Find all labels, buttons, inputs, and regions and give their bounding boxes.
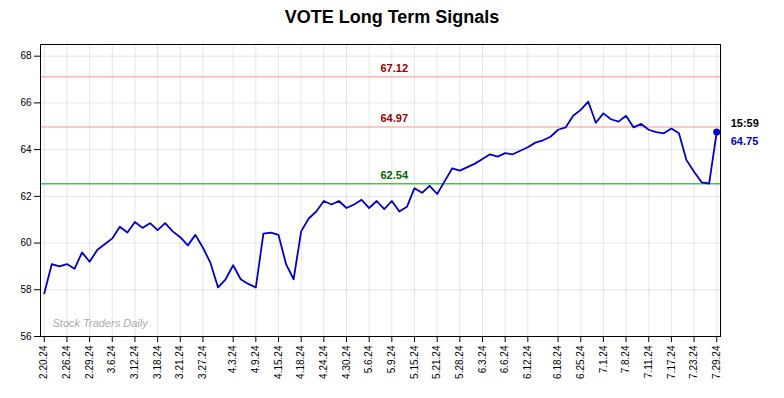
svg-text:60: 60 bbox=[20, 237, 32, 248]
svg-text:4.18.24: 4.18.24 bbox=[295, 345, 306, 379]
svg-text:Stock Traders Daily: Stock Traders Daily bbox=[53, 317, 150, 329]
svg-text:7.11.24: 7.11.24 bbox=[643, 345, 654, 378]
svg-text:64: 64 bbox=[20, 144, 32, 155]
svg-text:4.15.24: 4.15.24 bbox=[273, 345, 284, 379]
svg-text:5.28.24: 5.28.24 bbox=[454, 345, 465, 379]
html-text:VOTE Long Term Signals: VOTE Long Term Signals bbox=[284, 7, 500, 27]
svg-text:7.17.24: 7.17.24 bbox=[666, 345, 677, 379]
svg-text:66: 66 bbox=[20, 97, 32, 108]
svg-text:2.20.24: 2.20.24 bbox=[38, 345, 49, 379]
svg-text:62: 62 bbox=[20, 191, 32, 202]
svg-text:58: 58 bbox=[20, 284, 32, 295]
svg-text:5.9.24: 5.9.24 bbox=[386, 345, 397, 373]
svg-text:3.6.24: 3.6.24 bbox=[106, 345, 117, 373]
svg-text:6.25.24: 6.25.24 bbox=[575, 345, 586, 379]
svg-text:5.15.24: 5.15.24 bbox=[409, 345, 420, 379]
svg-text:3.21.24: 3.21.24 bbox=[174, 345, 185, 379]
svg-text:2.26.24: 2.26.24 bbox=[61, 345, 72, 379]
svg-text:7.29.24: 7.29.24 bbox=[711, 345, 722, 379]
svg-text:3.27.24: 3.27.24 bbox=[197, 345, 208, 379]
svg-text:7.8.24: 7.8.24 bbox=[620, 345, 631, 373]
svg-text:4.24.24: 4.24.24 bbox=[318, 345, 329, 379]
svg-text:3.18.24: 3.18.24 bbox=[152, 345, 163, 379]
svg-text:4.30.24: 4.30.24 bbox=[341, 345, 352, 379]
svg-text:6.18.24: 6.18.24 bbox=[552, 345, 563, 379]
svg-text:3.12.24: 3.12.24 bbox=[129, 345, 140, 379]
svg-text:64.75: 64.75 bbox=[731, 135, 759, 147]
svg-text:6.6.24: 6.6.24 bbox=[499, 345, 510, 373]
svg-text:68: 68 bbox=[20, 50, 32, 61]
svg-text:5.6.24: 5.6.24 bbox=[363, 345, 374, 373]
svg-text:4.9.24: 4.9.24 bbox=[250, 345, 261, 373]
svg-text:15:59: 15:59 bbox=[731, 117, 759, 129]
svg-text:2.29.24: 2.29.24 bbox=[84, 345, 95, 379]
svg-text:6.12.24: 6.12.24 bbox=[522, 345, 533, 379]
svg-text:5.21.24: 5.21.24 bbox=[431, 345, 442, 379]
svg-text:7.1.24: 7.1.24 bbox=[598, 345, 609, 373]
svg-text:7.23.24: 7.23.24 bbox=[688, 345, 699, 379]
svg-text:56: 56 bbox=[20, 331, 32, 342]
svg-text:62.54: 62.54 bbox=[381, 169, 409, 181]
svg-text:67.12: 67.12 bbox=[381, 62, 409, 74]
svg-text:64.97: 64.97 bbox=[381, 112, 409, 124]
svg-text:6.3.24: 6.3.24 bbox=[477, 345, 488, 373]
svg-text:4.3.24: 4.3.24 bbox=[227, 345, 238, 373]
